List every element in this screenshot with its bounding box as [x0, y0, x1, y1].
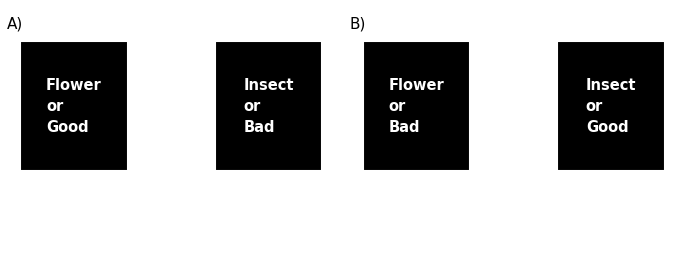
Text: Roses: Roses: [488, 196, 539, 211]
Text: Insect
or
Good: Insect or Good: [586, 78, 636, 135]
Text: Insect
or
Bad: Insect or Bad: [243, 78, 294, 135]
Text: A): A): [7, 16, 23, 31]
Text: Roses: Roses: [146, 196, 197, 211]
FancyBboxPatch shape: [558, 41, 664, 171]
FancyBboxPatch shape: [215, 41, 322, 171]
FancyBboxPatch shape: [21, 41, 127, 171]
Text: Flower
or
Bad: Flower or Bad: [388, 78, 445, 135]
FancyBboxPatch shape: [363, 41, 470, 171]
Text: B): B): [349, 16, 366, 31]
Text: Flower
or
Good: Flower or Good: [46, 78, 102, 135]
